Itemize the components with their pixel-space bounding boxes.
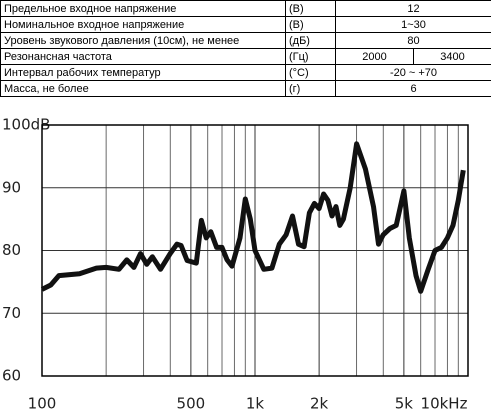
spec-row: Масса, не более (г) 6 <box>0 80 491 97</box>
spec-unit: (дБ) <box>285 32 336 49</box>
spec-row: Предельное входное напряжение (В) 12 <box>0 0 491 17</box>
x-tick-label: 2k <box>310 395 329 410</box>
spec-unit: (В) <box>285 0 336 17</box>
spec-value: 1~30 <box>335 16 491 33</box>
y-tick-label: 90 <box>2 178 21 196</box>
x-tick-label: 500 <box>177 395 206 410</box>
spec-value: 6 <box>335 80 491 97</box>
chart: 100 500 1k 2k 5k 10kHz 60 70 80 90 100dB <box>2 116 469 410</box>
spec-label: Резонансная частота <box>0 48 286 65</box>
spec-value: 2000 <box>335 48 414 65</box>
y-tick-label: 100dB <box>2 116 50 134</box>
spec-value: 3400 <box>413 48 491 65</box>
spec-row: Уровень звукового давления (10см), не ме… <box>0 32 491 49</box>
x-tick-label: 1k <box>246 395 265 410</box>
spec-table: Предельное входное напряжение (В) 12 Номина… <box>0 0 491 97</box>
y-tick-label: 80 <box>2 241 21 259</box>
y-tick-label: 60 <box>2 367 21 385</box>
spec-row: Резонансная частота (Гц) 2000 3400 <box>0 48 491 65</box>
spec-value: 12 <box>335 0 491 17</box>
spec-unit: (°С) <box>285 64 336 81</box>
plot-frame <box>41 124 469 377</box>
spec-label: Предельное входное напряжение <box>0 0 286 17</box>
spec-unit: (Гц) <box>285 48 336 65</box>
spec-label: Интервал рабочих температур <box>0 64 286 81</box>
x-tick-label: 100 <box>28 395 57 410</box>
spec-label: Номинальное входное напряжение <box>0 16 286 33</box>
x-tick-label: 5k <box>395 395 414 410</box>
spec-value: 80 <box>335 32 491 49</box>
spec-label: Масса, не более <box>0 80 286 97</box>
spec-unit: (г) <box>285 80 336 97</box>
response-line <box>40 141 466 294</box>
spec-row: Номинальное входное напряжение (В) 1~30 <box>0 16 491 33</box>
spec-unit: (В) <box>285 16 336 33</box>
spec-value: -20 ~ +70 <box>335 64 491 81</box>
spec-label: Уровень звукового давления (10см), не ме… <box>0 32 286 49</box>
y-tick-label: 70 <box>2 304 21 322</box>
spec-row: Интервал рабочих температур (°С) -20 ~ +70 <box>0 64 491 81</box>
x-tick-label: 10kHz <box>421 395 468 410</box>
